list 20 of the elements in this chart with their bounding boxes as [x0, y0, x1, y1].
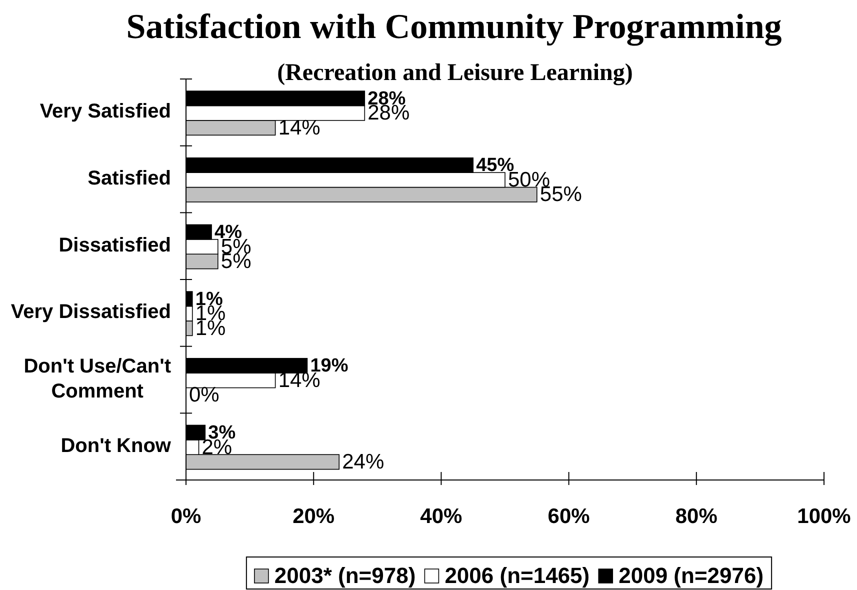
- x-tick-label: 100%: [797, 505, 852, 528]
- legend-label: 2003* (n=978): [274, 563, 416, 588]
- legend-label: 2009 (n=2976): [618, 563, 764, 588]
- y-tick-label: Don't Know: [60, 434, 172, 457]
- data-label: 14%: [278, 116, 320, 140]
- x-tick-label: 20%: [292, 505, 335, 528]
- x-tick-label: 0%: [170, 505, 202, 528]
- y-tick-label: Don't Use/Can't Comment: [24, 356, 172, 403]
- chart-subtitle: (Recreation and Leisure Learning): [277, 60, 633, 86]
- x-tick-label: 80%: [675, 505, 718, 528]
- y-tick-label: Satisfied: [88, 168, 171, 190]
- y-tick-label: Very Dissatisfied: [10, 301, 171, 324]
- y-tick-label: Dissatisfied: [58, 234, 171, 256]
- legend-label: 2006 (n=1465): [444, 563, 590, 588]
- y-tick-label: Very Satisfied: [40, 100, 171, 123]
- x-tick-label: 60%: [548, 505, 590, 528]
- chart-title: Satisfaction with Community Programming: [126, 7, 782, 46]
- data-label: 24%: [342, 450, 384, 474]
- data-label: 0%: [189, 384, 220, 407]
- x-tick-label: 40%: [420, 505, 463, 528]
